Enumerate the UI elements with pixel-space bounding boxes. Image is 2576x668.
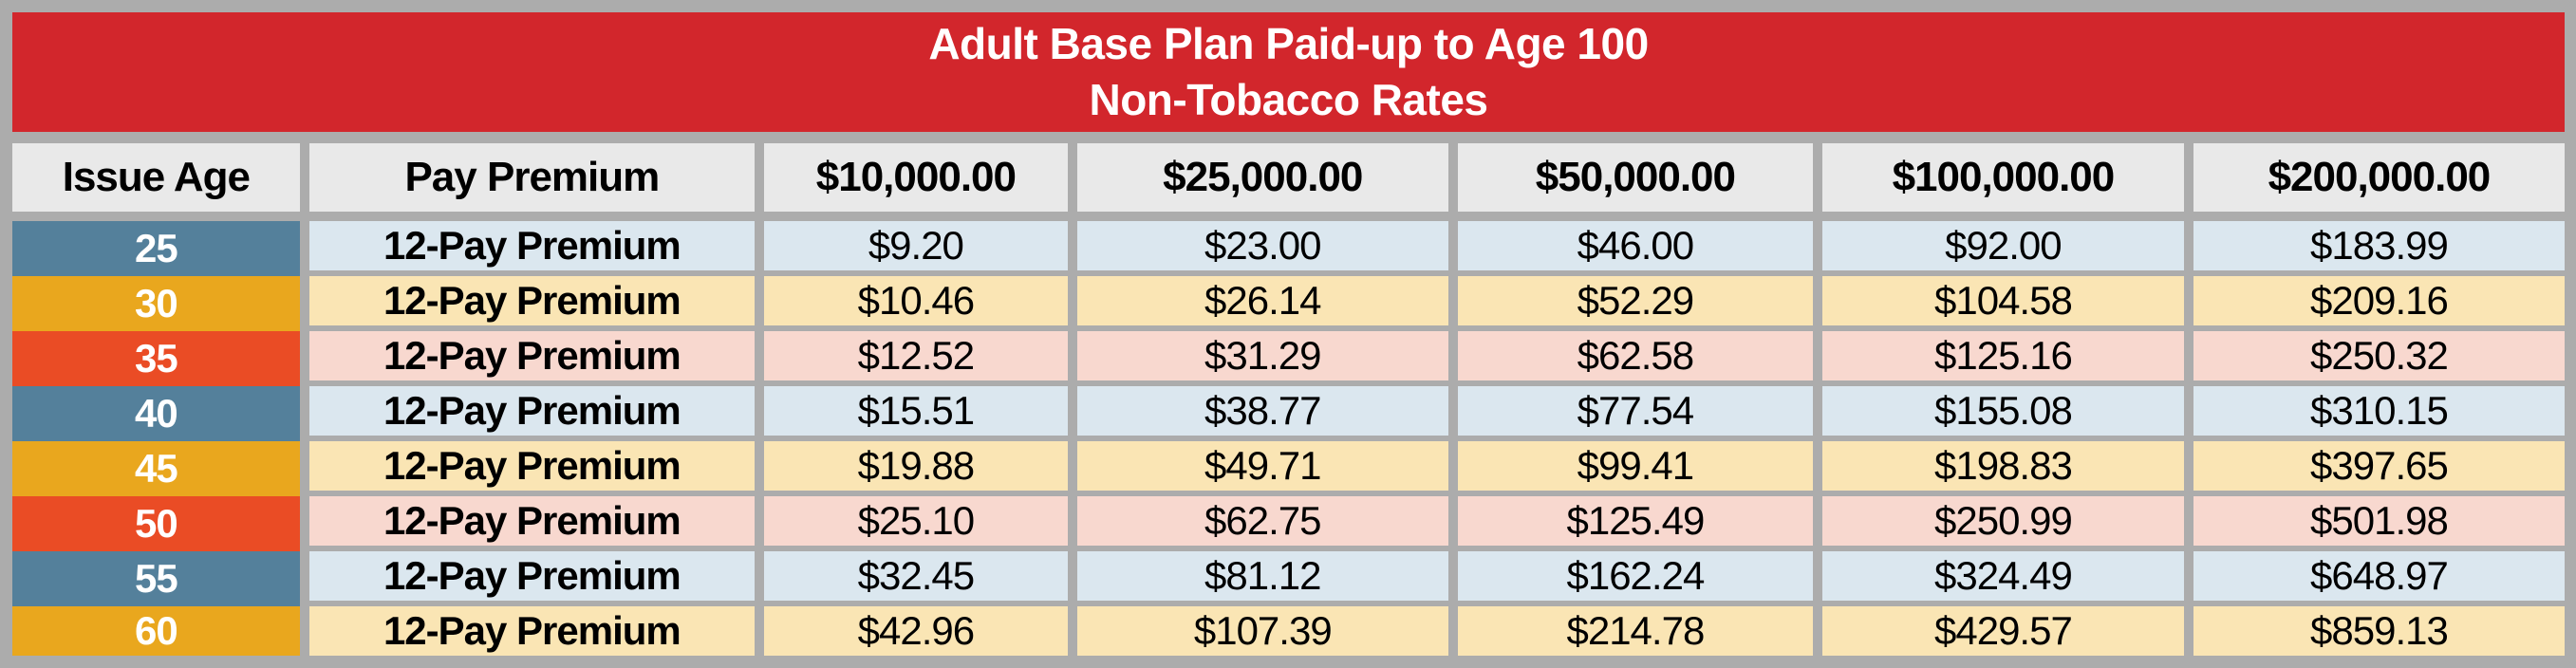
rate-cell: $198.83 (1821, 441, 2184, 491)
rate-cell: $92.00 (1821, 221, 2184, 270)
issue-age-cell: 25 (12, 221, 300, 276)
rate-cell: $32.45 (764, 551, 1068, 601)
rate-cell: $859.13 (2193, 606, 2565, 656)
title-line-1: Adult Base Plan Paid-up to Age 100 (928, 19, 1649, 69)
issue-age-cell: 50 (12, 496, 300, 551)
rate-cell: $42.96 (764, 606, 1068, 656)
rate-cell: $38.77 (1076, 386, 1448, 436)
rate-cell: $501.98 (2193, 496, 2565, 546)
issue-age-cell: 55 (12, 551, 300, 606)
rate-cell: $648.97 (2193, 551, 2565, 601)
premium-type-cell: 12-Pay Premium (308, 386, 756, 436)
rate-cell: $104.58 (1821, 276, 2184, 325)
table-row: 25 12-Pay Premium $9.20 $23.00 $46.00 $9… (12, 221, 2565, 276)
rate-cell: $26.14 (1076, 276, 1448, 325)
issue-age-cell: 40 (12, 386, 300, 441)
rate-cell: $155.08 (1821, 386, 2184, 436)
rate-cell: $310.15 (2193, 386, 2565, 436)
rate-cell: $429.57 (1821, 606, 2184, 656)
rate-cell: $250.32 (2193, 331, 2565, 380)
rate-cell: $25.10 (764, 496, 1068, 546)
table-row: 35 12-Pay Premium $12.52 $31.29 $62.58 $… (12, 331, 2565, 386)
rate-cell: $46.00 (1457, 221, 1813, 270)
rate-cell: $31.29 (1076, 331, 1448, 380)
rate-cell: $397.65 (2193, 441, 2565, 491)
rate-cell: $214.78 (1457, 606, 1813, 656)
header-amount-50000: $50,000.00 (1457, 143, 1813, 212)
rate-cell: $324.49 (1821, 551, 2184, 601)
rate-cell: $15.51 (764, 386, 1068, 436)
rate-cell: $125.49 (1457, 496, 1813, 546)
header-pay-premium: Pay Premium (308, 143, 756, 212)
premium-type-cell: 12-Pay Premium (308, 606, 756, 656)
rate-cell: $81.12 (1076, 551, 1448, 601)
table-row: 30 12-Pay Premium $10.46 $26.14 $52.29 $… (12, 276, 2565, 331)
rate-cell: $23.00 (1076, 221, 1448, 270)
premium-type-cell: 12-Pay Premium (308, 441, 756, 491)
issue-age-cell: 60 (12, 606, 300, 656)
rate-cell: $107.39 (1076, 606, 1448, 656)
title-line-2: Non-Tobacco Rates (1089, 75, 1488, 124)
rate-cell: $19.88 (764, 441, 1068, 491)
rate-cell: $125.16 (1821, 331, 2184, 380)
premium-type-cell: 12-Pay Premium (308, 496, 756, 546)
premium-type-cell: 12-Pay Premium (308, 221, 756, 270)
header-amount-200000: $200,000.00 (2193, 143, 2565, 212)
rate-cell: $99.41 (1457, 441, 1813, 491)
header-amount-10000: $10,000.00 (764, 143, 1068, 212)
rate-cell: $77.54 (1457, 386, 1813, 436)
column-header-row: Issue Age Pay Premium $10,000.00 $25,000… (12, 143, 2565, 212)
table-row: 50 12-Pay Premium $25.10 $62.75 $125.49 … (12, 496, 2565, 551)
title-banner: Adult Base Plan Paid-up to Age 100 Non-T… (12, 12, 2565, 132)
rate-cell: $62.75 (1076, 496, 1448, 546)
rate-cell: $183.99 (2193, 221, 2565, 270)
premium-type-cell: 12-Pay Premium (308, 331, 756, 380)
header-issue-age: Issue Age (12, 143, 300, 212)
rate-cell: $12.52 (764, 331, 1068, 380)
premium-type-cell: 12-Pay Premium (308, 276, 756, 325)
issue-age-cell: 35 (12, 331, 300, 386)
rate-cell: $62.58 (1457, 331, 1813, 380)
rate-cell: $10.46 (764, 276, 1068, 325)
issue-age-cell: 30 (12, 276, 300, 331)
premium-type-cell: 12-Pay Premium (308, 551, 756, 601)
header-amount-100000: $100,000.00 (1821, 143, 2184, 212)
table-row: 45 12-Pay Premium $19.88 $49.71 $99.41 $… (12, 441, 2565, 496)
rate-cell: $209.16 (2193, 276, 2565, 325)
table-row: 40 12-Pay Premium $15.51 $38.77 $77.54 $… (12, 386, 2565, 441)
header-amount-25000: $25,000.00 (1076, 143, 1448, 212)
issue-age-cell: 45 (12, 441, 300, 496)
table-row: 55 12-Pay Premium $32.45 $81.12 $162.24 … (12, 551, 2565, 606)
rate-cell: $49.71 (1076, 441, 1448, 491)
rate-cell: $162.24 (1457, 551, 1813, 601)
table-row: 60 12-Pay Premium $42.96 $107.39 $214.78… (12, 606, 2565, 656)
rate-cell: $250.99 (1821, 496, 2184, 546)
rate-cell: $9.20 (764, 221, 1068, 270)
rate-cell: $52.29 (1457, 276, 1813, 325)
